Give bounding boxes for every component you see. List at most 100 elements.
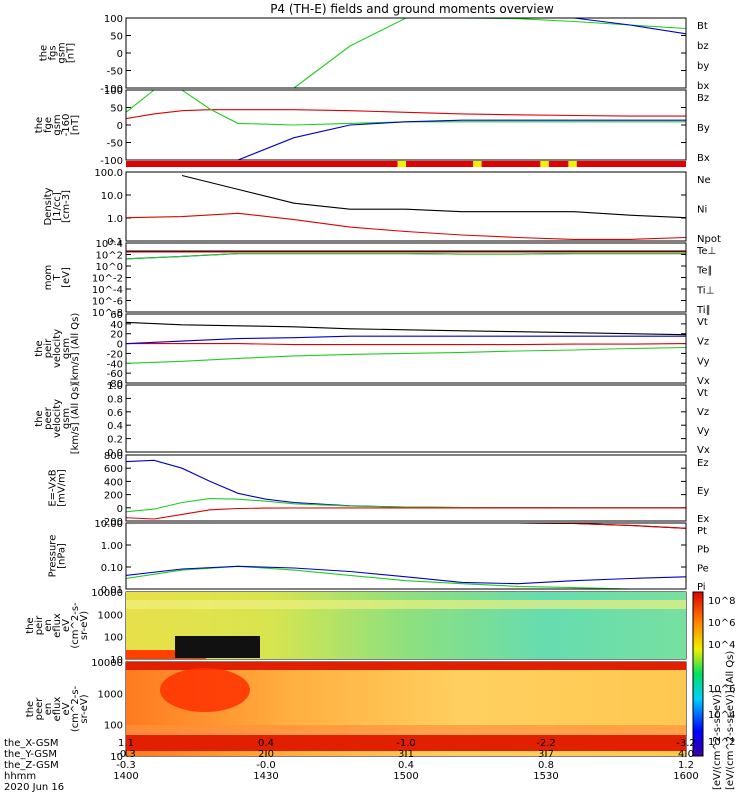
peir_velocity-ytick: 0 (117, 340, 123, 351)
peer_eflux-ytick: 10 (110, 752, 123, 763)
efield-series-Ex (125, 459, 686, 509)
pressure-series-Pt (126, 522, 687, 529)
mode-bar-segment (548, 161, 569, 167)
fge-ytick: 50 (110, 104, 123, 115)
peer_eflux-ylabel: eV (61, 702, 72, 715)
peir-black-blob (175, 636, 260, 658)
peer_velocity-ylabel: [km/s] (All Qs) (70, 383, 81, 455)
temperature-legend-Ti⊥: Ti⊥ (696, 285, 714, 296)
peir_velocity-series-Vz (126, 343, 687, 346)
pressure-frame (125, 522, 687, 590)
peir_eflux-ytick: 100 (104, 633, 123, 644)
peir_velocity-ytick: -20 (107, 349, 123, 360)
mode-bar-segment (481, 161, 541, 167)
efield-ytick: 200 (104, 491, 123, 502)
fge-series-Bz (125, 109, 686, 120)
colorbar-tick-4: 10^6 (708, 684, 735, 695)
fge-ylabel: gsm (52, 114, 63, 135)
colorbar-tick-6: 10^2 (708, 737, 735, 748)
fgs-legend-by: by (697, 61, 709, 72)
time-col-0-row-2: -0.3 (116, 760, 136, 771)
pressure-ytick: 0.01 (101, 585, 123, 596)
peir_velocity-ylabel: the (34, 340, 45, 356)
time-columns: 1.1-0.3-0.314000.42.0-0.01430-1.03.10.41… (113, 738, 698, 782)
peer_velocity-ytick: 0.2 (107, 435, 123, 446)
spectrograms (126, 592, 686, 756)
panels: 100500-50-100thefgsgsm[nT]Btbzbybx100500… (25, 14, 721, 763)
efield-legend-Ey: Ey (697, 486, 709, 497)
temperature-legend-Te∥: Te∥ (696, 266, 713, 277)
efield-frame (125, 454, 687, 522)
time-col-0-row-0: 1.1 (118, 738, 134, 749)
efield-ytick: -200 (100, 517, 123, 528)
fgs-ytick: -50 (107, 67, 123, 78)
peer_velocity-ylabel: gsm (61, 408, 72, 429)
peir_eflux-ylabel: the (25, 617, 36, 633)
peer-band-top (126, 662, 686, 670)
mode-bar-segment (576, 161, 686, 167)
temperature-legend-Ti∥: Ti∥ (696, 305, 711, 316)
density-ytick: 1.0 (107, 214, 123, 225)
fge-ytick: 0 (117, 121, 123, 132)
density-legend-Ni: Ni (697, 205, 707, 216)
peer_velocity-ytick: 0.6 (107, 408, 123, 419)
peer_velocity-legend-Vy: Vy (697, 426, 710, 437)
mode-bar-segment (473, 161, 482, 167)
fge-frame (125, 89, 687, 161)
mode-bar-segment (540, 161, 549, 167)
peir_velocity-ylabel: velocity (52, 329, 63, 368)
pressure-legend-Pb: Pb (697, 545, 709, 556)
axis-row-y: the_Y-GSM (4, 749, 57, 760)
fgs-legend-Bt: Bt (697, 21, 708, 32)
peir_velocity-ylabel: peir (43, 338, 54, 358)
temperature-ylabel: T (52, 274, 63, 282)
peer_eflux-ylabel: sr-eV) (79, 694, 90, 723)
peir_velocity-series-Vt (125, 321, 687, 336)
fgs-ylabel: the (39, 45, 50, 61)
temperature-series-Ti∥ (125, 253, 686, 260)
density-ytick: 10.0 (101, 191, 123, 202)
fgs-ytick: 100 (104, 14, 123, 25)
peer_velocity-ylabel: the (34, 410, 45, 426)
fgs-legend-bx: bx (697, 81, 709, 92)
time-col-2-row-2: 0.4 (398, 760, 414, 771)
peir_eflux-ylabel: peir (34, 615, 45, 635)
peer_eflux-ylabel: (cm^2-s- (70, 685, 81, 732)
time-axis: the_X-GSM the_Y-GSM the_Z-GSM hhmm 2020 … (4, 738, 699, 793)
time-col-4-row-2: 1.2 (678, 760, 694, 771)
peer_velocity-ylabel: velocity (52, 399, 63, 438)
date-label: 2020 Jun 16 (4, 782, 64, 793)
fgs-series-bx (573, 17, 687, 35)
fgs-ylabel: fgs (48, 45, 59, 60)
fge-ylabel: the (34, 117, 45, 133)
peer_velocity-ytick: 0.0 (107, 448, 123, 459)
peir-band-low (126, 650, 206, 659)
time-col-4-row-1: 4.0 (678, 749, 694, 760)
temperature-frame (125, 242, 687, 313)
temperature-ytick: 10^-8 (92, 308, 123, 319)
peir_velocity-ylabel: gsm (61, 338, 72, 359)
efield-series-Ez (125, 507, 686, 520)
time-col-1-row-1: 2.0 (258, 749, 274, 760)
time-col-4-row-0: -3.2 (676, 738, 696, 749)
density-legend-Npot: Npot (697, 234, 721, 245)
peir_eflux-ylabel: sr-eV) (79, 611, 90, 640)
fge-legend-Bx: Bx (697, 153, 710, 164)
peir_eflux-ytick: 1000 (98, 610, 123, 621)
efield-legend-Ez: Ez (697, 458, 709, 469)
peer_velocity-legend-Vt: Vt (697, 388, 708, 399)
fgs-ylabel: [nT] (66, 43, 77, 63)
fge-ytick: -100 (100, 156, 123, 167)
fgs-legend-bz: bz (697, 41, 709, 52)
time-col-2-row-1: 3.1 (398, 749, 414, 760)
axis-row-x: the_X-GSM (4, 738, 58, 749)
peir_velocity-ytick: -60 (107, 369, 123, 380)
efield-ytick: 800 (104, 451, 123, 462)
temperature-series-Ti⊥ (125, 253, 686, 260)
time-col-3-row-1: 3.7 (538, 749, 554, 760)
efield-ytick: 0 (117, 504, 123, 515)
temperature-ylabel: [eV] (61, 267, 72, 288)
time-col-1-row-0: 0.4 (258, 738, 274, 749)
mode-bar-segment (397, 161, 406, 167)
